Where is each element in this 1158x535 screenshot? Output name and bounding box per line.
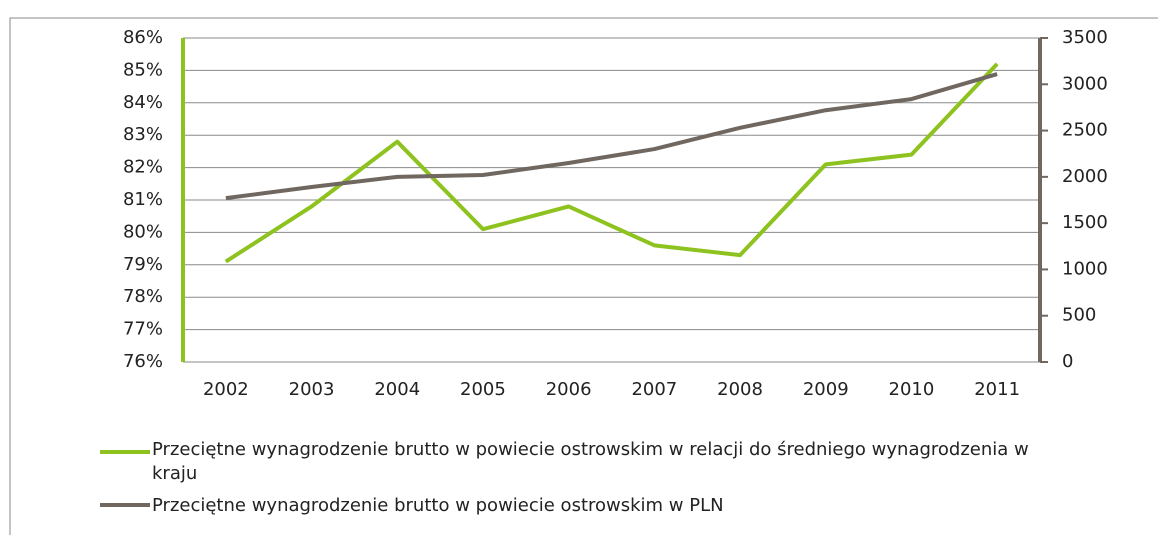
y2-tick-label: 2000 <box>1062 166 1108 187</box>
y-tick-label: 84% <box>123 92 163 113</box>
legend-label: Przeciętne wynagrodzenie brutto w powiec… <box>152 495 724 516</box>
y-tick-label: 83% <box>123 124 163 145</box>
series-line <box>225 72 998 201</box>
x-tick-label: 2005 <box>460 379 506 400</box>
x-tick-label: 2006 <box>546 379 592 400</box>
y-tick-label: 76% <box>123 351 163 372</box>
frame <box>9 17 1158 535</box>
y2-tick-label: 0 <box>1062 351 1073 372</box>
y-tick-label: 85% <box>123 59 163 80</box>
y-tick-label: 77% <box>123 319 163 340</box>
y-tick-label: 82% <box>123 157 163 178</box>
y2-tick-label: 1500 <box>1062 212 1108 233</box>
y-tick-label: 78% <box>123 286 163 307</box>
series-line <box>224 62 999 264</box>
x-tick-label: 2003 <box>289 379 335 400</box>
x-tick-label: 2004 <box>374 379 420 400</box>
y2-tick-label: 3500 <box>1062 27 1108 48</box>
y-tick-label: 86% <box>123 27 163 48</box>
x-tick-label: 2009 <box>803 379 849 400</box>
y2-tick-label: 3000 <box>1062 73 1108 94</box>
x-tick-label: 2008 <box>717 379 763 400</box>
x-tick-label: 2002 <box>203 379 249 400</box>
y-tick-label: 80% <box>123 221 163 242</box>
legend-label: Przeciętne wynagrodzenie brutto w powiec… <box>152 439 1029 484</box>
y2-tick-label: 500 <box>1062 305 1096 326</box>
y-tick-label: 81% <box>123 189 163 210</box>
x-tick-label: 2011 <box>974 379 1020 400</box>
y2-tick-label: 1000 <box>1062 258 1108 279</box>
x-tick-label: 2007 <box>631 379 677 400</box>
y2-tick-label: 2500 <box>1062 120 1108 141</box>
y-tick-label: 79% <box>123 254 163 275</box>
x-tick-label: 2010 <box>889 379 935 400</box>
